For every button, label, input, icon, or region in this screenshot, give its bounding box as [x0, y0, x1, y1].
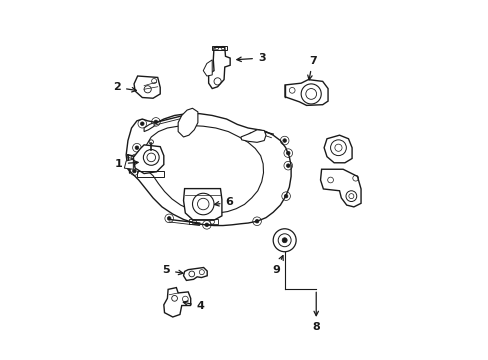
Polygon shape [324, 135, 351, 163]
Polygon shape [144, 126, 263, 213]
Circle shape [154, 120, 158, 124]
Text: 7: 7 [307, 56, 316, 80]
Circle shape [132, 169, 136, 173]
Text: 2: 2 [113, 82, 136, 93]
Polygon shape [134, 76, 160, 98]
Polygon shape [320, 169, 360, 207]
Polygon shape [163, 288, 190, 317]
Bar [188, 220, 217, 225]
Circle shape [286, 151, 289, 155]
Polygon shape [285, 80, 327, 105]
Polygon shape [203, 60, 212, 76]
Text: 6: 6 [214, 197, 233, 207]
Circle shape [133, 157, 137, 160]
Text: 3: 3 [236, 53, 265, 63]
Text: 4: 4 [183, 301, 204, 311]
Text: 8: 8 [312, 322, 320, 332]
Polygon shape [126, 114, 290, 226]
Circle shape [284, 194, 287, 198]
Circle shape [167, 217, 171, 220]
Circle shape [140, 122, 144, 126]
Text: 1: 1 [115, 159, 138, 169]
Bar [137, 171, 163, 177]
Bar [212, 46, 226, 50]
Polygon shape [178, 108, 198, 137]
Circle shape [255, 220, 258, 223]
Circle shape [282, 139, 286, 142]
Polygon shape [144, 123, 154, 132]
Polygon shape [208, 47, 230, 89]
Circle shape [204, 223, 208, 226]
Text: 5: 5 [162, 265, 183, 275]
Polygon shape [183, 267, 207, 280]
Polygon shape [241, 130, 265, 142]
Circle shape [286, 164, 289, 167]
Circle shape [282, 238, 286, 243]
Polygon shape [124, 159, 133, 169]
Circle shape [135, 146, 139, 149]
Polygon shape [183, 189, 222, 220]
Text: 9: 9 [272, 256, 283, 275]
Polygon shape [133, 145, 163, 174]
